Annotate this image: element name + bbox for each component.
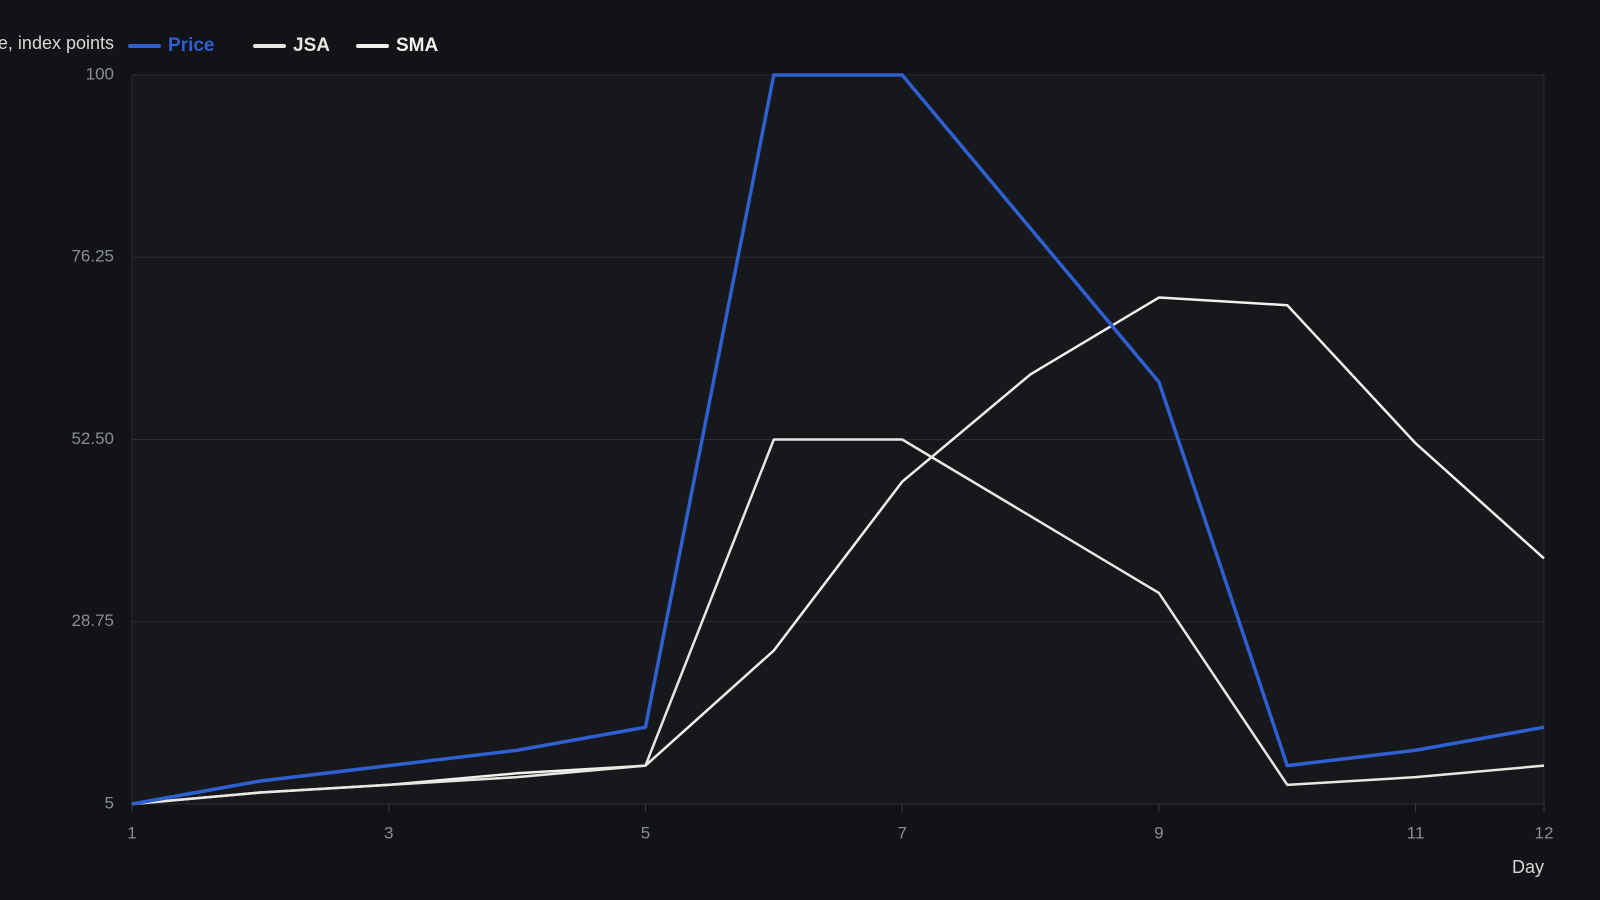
y-tick-label: 100 bbox=[86, 64, 114, 83]
x-axis-label: Day bbox=[1512, 857, 1544, 877]
x-tick-label: 12 bbox=[1535, 823, 1554, 842]
y-axis-label: e, index points bbox=[0, 33, 114, 53]
x-tick-label: 7 bbox=[897, 823, 906, 842]
y-tick-label: 76.25 bbox=[71, 247, 114, 266]
x-tick-label: 3 bbox=[384, 823, 393, 842]
y-tick-label: 28.75 bbox=[71, 611, 114, 630]
legend-label: Price bbox=[168, 35, 214, 56]
x-tick-label: 1 bbox=[127, 823, 136, 842]
x-tick-label: 9 bbox=[1154, 823, 1163, 842]
x-tick-label: 11 bbox=[1407, 823, 1425, 842]
x-tick-label: 5 bbox=[641, 823, 650, 842]
y-tick-label: 5 bbox=[105, 793, 114, 812]
y-tick-label: 52.50 bbox=[71, 429, 114, 448]
series-line bbox=[131, 73, 1545, 806]
legend-label: SMA bbox=[396, 35, 439, 56]
legend-label: JSA bbox=[293, 35, 330, 56]
series-line bbox=[131, 438, 1545, 806]
